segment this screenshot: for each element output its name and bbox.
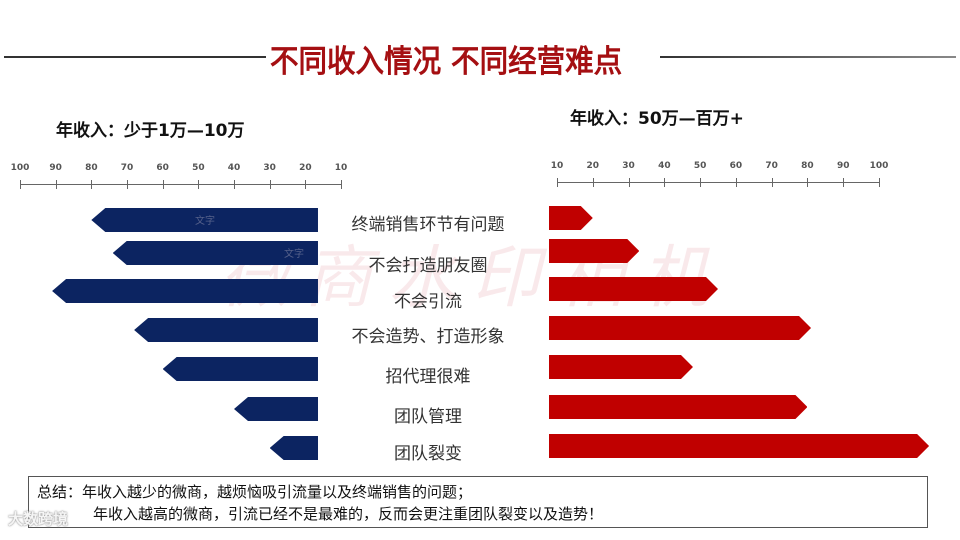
right-bar [549, 239, 639, 263]
right-axis-tick [557, 178, 558, 187]
left-axis-tick-label: 80 [85, 163, 98, 173]
right-bar [549, 434, 929, 458]
left-axis-tick [198, 180, 200, 189]
left-axis-tick-label: 70 [120, 163, 134, 173]
left-axis-tick-label: 40 [227, 163, 241, 173]
category-label: 不会引流 [394, 292, 462, 312]
right-axis-tick-label: 50 [693, 161, 707, 171]
left-axis-tick-label: 50 [192, 163, 205, 173]
left-bar [91, 208, 318, 232]
right-axis-tick-label: 60 [729, 161, 743, 171]
left-axis-tick [91, 180, 93, 189]
right-bar [549, 316, 811, 340]
left-axis-line [20, 184, 341, 185]
summary-line-2: 年收入越高的微商，引流已经不是最难的，反而会更注重团队裂变以及造势！ [93, 505, 604, 523]
right-axis-tick-label: 10 [550, 161, 564, 171]
right-axis-tick-label: 40 [658, 161, 671, 171]
right-subtitle: 年收入：50万—百万+ [570, 109, 744, 129]
category-label: 不会造势、打造形象 [351, 327, 505, 347]
left-axis-tick [305, 180, 307, 189]
left-axis-tick-label: 60 [156, 163, 169, 173]
left-bar [52, 279, 318, 303]
left-axis-tick [55, 180, 57, 189]
right-axis-tick-label: 80 [801, 161, 814, 171]
left-axis-tick [341, 180, 342, 189]
summary-box: 总结：年收入越少的微商，越烦恼吸引流量以及终端销售的问题； 年收入越高的微商，引… [28, 476, 928, 528]
bar-placeholder-text: 文字 [284, 249, 304, 260]
right-axis-tick [879, 178, 880, 187]
category-label: 终端销售环节有问题 [351, 215, 505, 235]
left-axis-tick [269, 180, 271, 189]
left-axis-tick-label: 90 [49, 163, 62, 173]
left-axis-tick [234, 180, 235, 189]
left-bar [134, 318, 318, 342]
left-bar [234, 397, 318, 421]
left-bar [162, 357, 318, 381]
right-axis-tick [592, 178, 594, 187]
left-axis-tick [162, 180, 164, 189]
left-axis-tick-label: 10 [334, 163, 348, 173]
category-label: 招代理很难 [385, 367, 471, 387]
category-label: 不会打造朋友圈 [368, 256, 488, 276]
right-axis-tick-label: 100 [869, 161, 889, 171]
right-axis-tick [735, 178, 737, 187]
right-axis-tick [771, 178, 773, 187]
left-axis-tick [127, 180, 128, 189]
right-axis-tick-label: 20 [586, 161, 600, 171]
right-bar [549, 395, 807, 419]
category-label: 团队裂变 [394, 444, 462, 464]
right-axis-tick [628, 178, 630, 187]
left-subtitle: 年收入：少于1万—10万 [56, 121, 245, 141]
left-bar [112, 241, 318, 265]
left-axis-tick [20, 180, 21, 189]
title-rule-right [660, 56, 956, 58]
right-axis-tick [807, 178, 809, 187]
left-axis-tick-label: 100 [10, 163, 30, 173]
title-rule-left [4, 56, 266, 58]
right-axis-tick [843, 178, 845, 187]
right-axis-tick [700, 178, 702, 187]
right-axis-tick-label: 70 [765, 161, 778, 171]
category-label: 团队管理 [394, 407, 462, 427]
page-title: 不同收入情况 不同经营难点 [270, 44, 623, 80]
right-bar [549, 355, 693, 379]
summary-line-1: 总结：年收入越少的微商，越烦恼吸引流量以及终端销售的问题； [37, 483, 473, 501]
bar-placeholder-text: 文字 [195, 216, 215, 227]
right-bar [549, 277, 718, 301]
right-axis-tick [664, 178, 666, 187]
right-axis-tick-label: 90 [836, 161, 850, 171]
left-bar [269, 436, 318, 460]
right-axis-tick-label: 30 [622, 161, 635, 171]
brand-watermark: 大数跨境 [8, 510, 69, 528]
right-axis-line [557, 182, 879, 183]
left-axis-tick-label: 30 [263, 163, 276, 173]
left-axis-tick-label: 20 [299, 163, 312, 173]
